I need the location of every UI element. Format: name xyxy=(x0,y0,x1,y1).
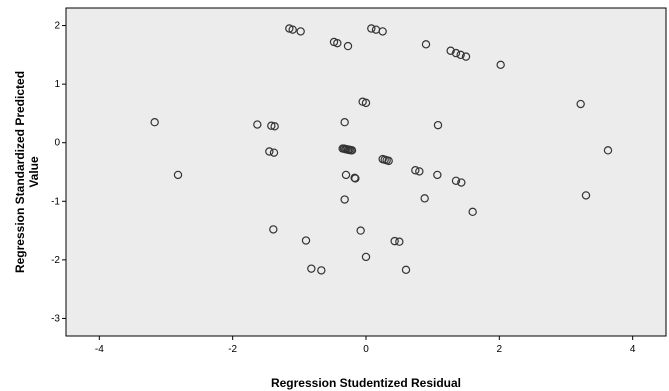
data-point xyxy=(307,264,316,273)
y-axis: -3 -2 -1 0 1 2 xyxy=(51,21,66,324)
data-point xyxy=(173,170,183,180)
data-point xyxy=(421,40,431,49)
data-point xyxy=(269,148,279,157)
data-point xyxy=(384,156,393,166)
data-point xyxy=(433,120,443,130)
data-point xyxy=(461,52,471,61)
data-point xyxy=(356,226,365,235)
data-point xyxy=(433,170,442,180)
y-axis-title-line-1: Regression Standardized Predicted xyxy=(13,71,27,273)
plot-area xyxy=(65,7,667,337)
x-tick-label: -4 xyxy=(95,344,104,355)
data-point xyxy=(296,27,305,36)
data-point xyxy=(468,207,477,217)
data-point xyxy=(415,167,424,176)
data-point xyxy=(395,237,404,246)
x-tick-label: 2 xyxy=(497,344,503,355)
data-point xyxy=(150,118,159,127)
data-point xyxy=(420,194,429,203)
x-axis: -4 -2 0 2 4 xyxy=(95,336,636,355)
data-point xyxy=(411,166,420,175)
y-tick-label: -3 xyxy=(51,313,60,324)
data-point xyxy=(361,98,371,108)
data-point xyxy=(456,50,465,60)
data-point xyxy=(496,60,505,70)
data-point xyxy=(576,99,585,109)
data-point xyxy=(267,121,276,130)
data-point xyxy=(451,176,461,185)
x-tick-label: -2 xyxy=(228,344,237,355)
data-point xyxy=(457,178,466,187)
data-point xyxy=(390,236,399,246)
data-point xyxy=(333,38,342,48)
y-tick-label: 0 xyxy=(54,138,60,149)
data-point xyxy=(351,174,360,183)
data-point xyxy=(347,146,357,155)
data-point xyxy=(288,25,297,34)
y-axis-title: Regression Standardized Predicted Value xyxy=(13,71,41,273)
data-point xyxy=(301,236,311,245)
data-point xyxy=(446,46,455,55)
y-tick-label: 2 xyxy=(54,21,60,32)
data-point xyxy=(401,265,411,275)
data-point xyxy=(581,191,591,200)
y-tick-label: -1 xyxy=(51,196,60,207)
x-axis-title: Regression Studentized Residual xyxy=(271,376,461,390)
y-tick-label: -2 xyxy=(51,255,60,266)
y-tick-label: 1 xyxy=(54,79,60,90)
data-point xyxy=(367,24,376,33)
data-point xyxy=(341,170,351,180)
data-point xyxy=(340,118,349,127)
data-point xyxy=(270,122,279,131)
data-points xyxy=(150,24,613,275)
data-point xyxy=(343,41,353,51)
data-point xyxy=(317,266,326,275)
data-point xyxy=(361,252,371,262)
x-tick-label: 4 xyxy=(630,344,636,355)
y-axis-title-line-2: Value xyxy=(27,156,41,188)
data-point xyxy=(603,146,613,155)
data-point xyxy=(269,225,278,234)
data-point xyxy=(340,195,349,204)
data-point xyxy=(265,147,274,156)
data-point xyxy=(378,27,387,36)
data-point xyxy=(451,48,461,58)
data-point xyxy=(253,120,262,129)
x-tick-label: 0 xyxy=(363,344,369,355)
